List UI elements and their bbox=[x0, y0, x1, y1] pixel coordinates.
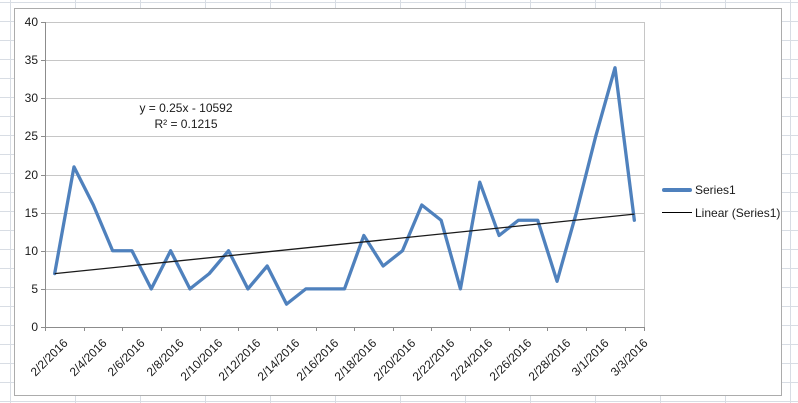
y-tick-label: 10 bbox=[24, 243, 38, 258]
y-tick-label: 5 bbox=[31, 281, 38, 296]
series1-line[interactable] bbox=[53, 66, 636, 306]
legend-label-series1: Series1 bbox=[695, 182, 736, 197]
legend-item-series1[interactable]: Series1 bbox=[662, 182, 780, 197]
equation-text: y = 0.25x - 10592 bbox=[139, 101, 233, 115]
y-tick-label: 0 bbox=[31, 320, 38, 334]
trendline-marker bbox=[662, 212, 692, 213]
chart-container[interactable]: 0 5 10 15 20 25 30 35 40 2/2/2016 2/4/2016 2/6/201… bbox=[14, 8, 782, 396]
r-squared-text: R² = 0.1215 bbox=[154, 117, 218, 131]
y-tick-label: 35 bbox=[24, 53, 38, 68]
y-tick-label: 20 bbox=[24, 167, 38, 182]
legend-label-linear: Linear (Series1) bbox=[695, 205, 781, 220]
linear-trendline[interactable] bbox=[54, 213, 635, 275]
legend-item-linear[interactable]: Linear (Series1) bbox=[662, 205, 780, 220]
series1-line-marker bbox=[662, 187, 692, 192]
y-tick-label: 30 bbox=[24, 91, 38, 106]
y-tick-label: 40 bbox=[24, 15, 38, 29]
plot-svg bbox=[41, 22, 645, 331]
y-tick-label: 25 bbox=[24, 129, 38, 144]
trendline-equation-label[interactable]: y = 0.25x - 10592 R² = 0.1215 bbox=[111, 100, 261, 132]
y-tick-label: 15 bbox=[24, 205, 38, 220]
legend[interactable]: Series1 Linear (Series1) bbox=[662, 182, 780, 228]
